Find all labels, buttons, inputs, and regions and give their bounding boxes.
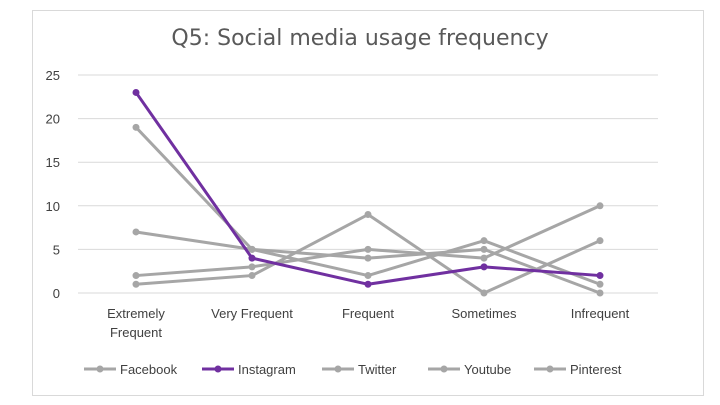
legend-label-pinterest: Pinterest xyxy=(570,362,622,377)
data-point-pinterest xyxy=(248,263,256,271)
data-point-facebook xyxy=(364,254,372,262)
data-point-twitter xyxy=(364,272,372,280)
data-point-facebook xyxy=(132,123,140,131)
y-tick-label: 25 xyxy=(46,68,60,83)
data-point-pinterest xyxy=(364,245,372,253)
data-point-facebook xyxy=(480,245,488,253)
legend-marker-twitter xyxy=(334,365,342,373)
y-tick-label: 10 xyxy=(46,199,60,214)
legend-label-instagram: Instagram xyxy=(238,362,296,377)
data-point-instagram xyxy=(480,263,488,271)
data-point-instagram xyxy=(248,254,256,262)
data-point-youtube xyxy=(132,280,140,288)
legend-item-facebook: Facebook xyxy=(84,362,178,377)
legend-item-youtube: Youtube xyxy=(428,362,511,377)
legend-label-youtube: Youtube xyxy=(464,362,511,377)
data-point-youtube xyxy=(364,211,372,219)
series-line-facebook xyxy=(134,126,601,295)
legend-marker-pinterest xyxy=(546,365,554,373)
data-point-pinterest xyxy=(132,272,140,280)
legend-item-instagram: Instagram xyxy=(202,362,296,377)
data-point-youtube xyxy=(596,237,604,245)
y-tick-label: 20 xyxy=(46,112,60,127)
legend-item-twitter: Twitter xyxy=(322,362,397,377)
data-point-youtube xyxy=(480,289,488,297)
series-pinterest xyxy=(132,202,604,280)
data-point-youtube xyxy=(248,272,256,280)
y-tick-label: 0 xyxy=(53,286,60,301)
data-point-instagram xyxy=(364,280,372,288)
legend-marker-youtube xyxy=(440,365,448,373)
data-point-instagram xyxy=(132,88,140,96)
legend-item-pinterest: Pinterest xyxy=(534,362,622,377)
series-twitter xyxy=(132,228,604,288)
data-point-pinterest xyxy=(596,202,604,210)
data-point-facebook xyxy=(596,289,604,297)
series-instagram xyxy=(132,88,604,288)
y-tick-label: 5 xyxy=(53,242,60,257)
legend-label-facebook: Facebook xyxy=(120,362,178,377)
data-point-twitter xyxy=(248,245,256,253)
x-tick-label: Infrequent xyxy=(571,306,630,321)
series-youtube xyxy=(132,211,604,297)
data-point-instagram xyxy=(596,272,604,280)
chart-frame xyxy=(32,10,704,396)
data-point-pinterest xyxy=(480,254,488,262)
data-point-twitter xyxy=(480,237,488,245)
y-tick-label: 15 xyxy=(46,155,60,170)
data-point-twitter xyxy=(596,280,604,288)
x-tick-label: Sometimes xyxy=(451,306,517,321)
legend-label-twitter: Twitter xyxy=(358,362,397,377)
x-tick-label: Very Frequent xyxy=(211,306,293,321)
data-point-twitter xyxy=(132,228,140,236)
legend-marker-facebook xyxy=(96,365,104,373)
x-tick-label: Extremely Frequent xyxy=(107,306,165,340)
chart-title: Q5: Social media usage frequency xyxy=(171,26,549,51)
legend-marker-instagram xyxy=(214,365,222,373)
x-tick-label: Frequent xyxy=(342,306,394,321)
